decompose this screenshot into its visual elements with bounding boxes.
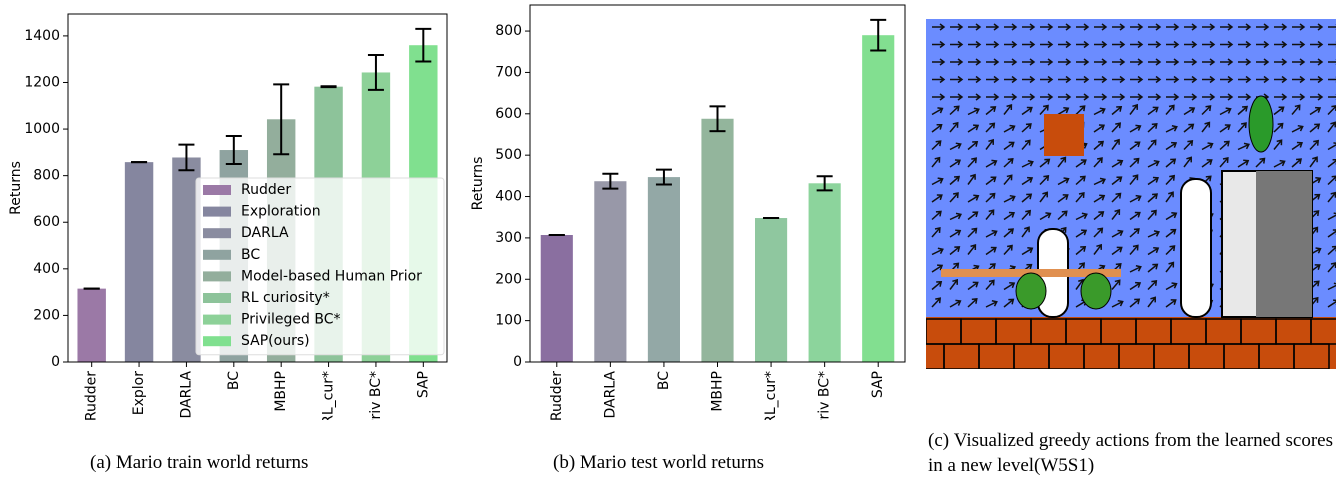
legend-swatch — [203, 336, 231, 346]
caption: (a) Mario train world returns — [90, 452, 308, 474]
y-tick-label: 500 — [495, 147, 522, 163]
x-tick-label: SAP — [415, 371, 431, 398]
x-tick-label: Rudder — [84, 371, 100, 420]
x-tick-label: Explor — [131, 371, 147, 415]
x-tick-label: MBHP — [710, 371, 726, 412]
y-tick-label: 100 — [495, 313, 522, 329]
x-tick-label: BC — [656, 371, 672, 390]
y-tick-label: 800 — [495, 23, 522, 39]
y-tick-label: 700 — [495, 64, 522, 80]
caption: (b) Mario test world returns — [553, 452, 764, 474]
y-tick-label: 200 — [33, 307, 60, 323]
chart-b: 0 100 200 300 400 500 600 700 800 Rudder DARLA BC MB… — [460, 0, 920, 420]
legend-swatch — [203, 250, 231, 260]
bar — [701, 119, 733, 362]
bar — [541, 235, 573, 362]
chart-a: 0 200 400 600 800 1000 1200 1400 Rudder Explor DAR… — [0, 0, 460, 420]
y-tick-label: 0 — [51, 354, 60, 370]
y-axis-label: Returns — [470, 157, 486, 211]
bar — [809, 183, 841, 362]
pipe-shade — [1256, 171, 1312, 317]
legend-swatch — [203, 207, 231, 217]
legend-swatch — [203, 315, 231, 325]
y-tick-label: 1200 — [24, 74, 60, 90]
koopa — [1016, 273, 1046, 309]
legend-swatch — [203, 293, 231, 303]
y-tick-label: 300 — [495, 230, 522, 246]
ground — [926, 317, 1336, 369]
x-tick-label: BC — [226, 371, 242, 390]
x-tick-label: RL_cur* — [321, 371, 337, 420]
legend-swatch — [203, 228, 231, 238]
y-tick-label: 400 — [495, 189, 522, 205]
page: {"chart_data": [ {"type": "bar", "captio… — [0, 0, 1340, 489]
y-tick-label: 1000 — [24, 121, 60, 137]
piranha-plant — [1249, 96, 1273, 152]
bar — [862, 35, 894, 362]
bar — [77, 289, 105, 362]
x-tick-label: DARLA — [178, 371, 194, 419]
legend-label: Model-based Human Prior — [241, 268, 422, 284]
tree — [1181, 179, 1211, 317]
caption: (c) Visualized greedy actions from the l… — [928, 428, 1333, 478]
bar — [594, 181, 626, 362]
x-tick-label: Rudder — [549, 371, 565, 420]
mario — [1044, 114, 1084, 156]
y-tick-label: 200 — [495, 271, 522, 287]
y-axis-label: Returns — [8, 161, 24, 215]
legend-label: DARLA — [241, 225, 289, 241]
legend-swatch — [203, 185, 231, 195]
x-tick-label: SAP — [870, 371, 886, 398]
legend-label: Exploration — [241, 204, 321, 220]
x-tick-label: Priv BC* — [368, 371, 384, 420]
y-tick-label: 800 — [33, 168, 60, 184]
bar — [648, 177, 680, 362]
legend-label: SAP(ours) — [241, 333, 310, 349]
y-tick-label: 600 — [33, 214, 60, 230]
game-image — [926, 19, 1336, 369]
x-tick-label: RL_cur* — [763, 371, 779, 420]
y-tick-label: 400 — [33, 261, 60, 277]
bar — [755, 218, 787, 362]
y-tick-label: 1400 — [24, 28, 60, 44]
legend-label: RL curiosity* — [241, 290, 330, 306]
x-tick-label: Priv BC* — [817, 371, 833, 420]
y-tick-label: 0 — [513, 354, 522, 370]
legend-label: BC — [241, 247, 260, 263]
koopa — [1081, 273, 1111, 309]
x-tick-label: DARLA — [602, 371, 618, 419]
legend-label: Rudder — [241, 182, 291, 198]
legend-swatch — [203, 271, 231, 281]
y-tick-label: 600 — [495, 106, 522, 122]
legend-label: Privileged BC* — [241, 312, 341, 328]
bar — [125, 162, 153, 362]
x-tick-label: MBHP — [273, 371, 289, 412]
